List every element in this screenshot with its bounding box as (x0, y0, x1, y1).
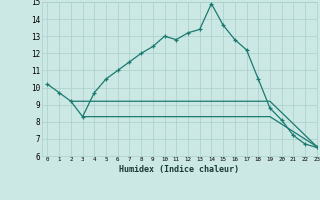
X-axis label: Humidex (Indice chaleur): Humidex (Indice chaleur) (119, 165, 239, 174)
